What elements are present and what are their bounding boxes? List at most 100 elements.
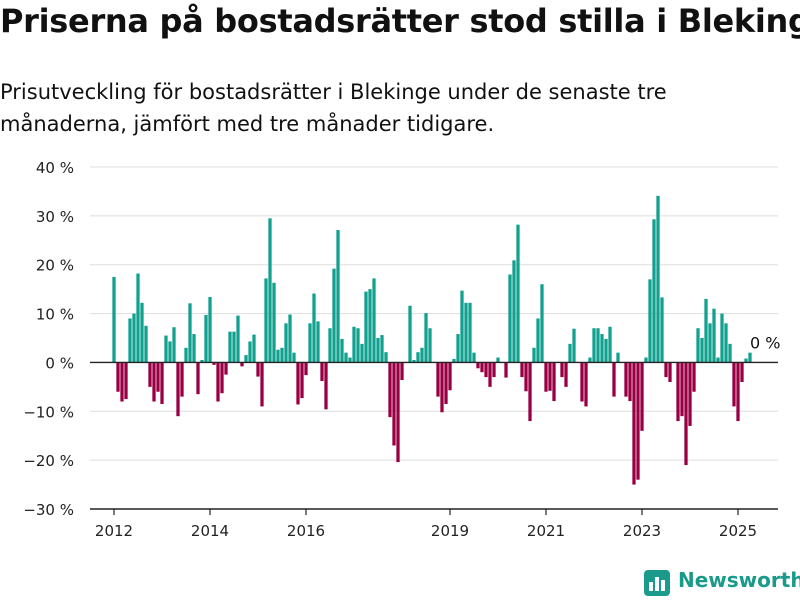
bar [216, 362, 220, 402]
y-axis-ticks: −30 % −20 % −10 % 0 % 10 % 20 % 30 % 40 % [23, 159, 74, 519]
bar [640, 362, 644, 431]
bar [228, 331, 232, 363]
bar [652, 219, 656, 363]
page-title: Priserna på bostadsrätter stod stilla i … [0, 2, 800, 40]
y-tick-label: −10 % [23, 403, 74, 421]
bar [152, 362, 156, 402]
x-tick-label: 2025 [719, 522, 757, 540]
bar [296, 362, 300, 405]
bar [120, 362, 124, 402]
bar [388, 362, 392, 418]
bar [564, 362, 568, 387]
bar [288, 314, 292, 363]
bar [704, 298, 708, 363]
x-axis-ticks: 2012 2014 2016 2019 2021 2023 2025 [95, 509, 757, 540]
bar [664, 362, 668, 378]
bar [384, 352, 388, 363]
bar [484, 362, 488, 378]
bar [364, 291, 368, 363]
bar [396, 362, 400, 463]
bar [260, 362, 264, 407]
bar [552, 362, 556, 402]
gridlines [90, 166, 778, 461]
bar [720, 313, 724, 363]
bar [304, 362, 308, 376]
bar [204, 315, 208, 363]
bar [540, 284, 544, 363]
bar [616, 352, 620, 363]
x-tick-label: 2019 [431, 522, 469, 540]
bar [532, 347, 536, 363]
bar [144, 325, 148, 363]
x-tick-label: 2012 [95, 522, 133, 540]
bar [668, 362, 672, 382]
bar [724, 323, 728, 363]
bar [728, 343, 732, 363]
bar [408, 305, 412, 363]
bar [612, 362, 616, 397]
bar [420, 347, 424, 363]
bar [656, 195, 660, 363]
bar [600, 334, 604, 363]
bar [736, 362, 740, 422]
bar [496, 357, 500, 363]
bar [400, 362, 404, 381]
bar-chart: −30 %−20 %−10 %0 %10 %20 %30 %40 % 2012 2… [23, 159, 780, 540]
bar [372, 278, 376, 363]
bar [336, 230, 340, 363]
bar [320, 362, 324, 381]
bar [200, 359, 204, 363]
bar [596, 328, 600, 363]
bar [180, 362, 184, 397]
bar [212, 362, 216, 365]
bar [140, 302, 144, 363]
bar [748, 352, 752, 363]
bar [680, 362, 684, 417]
bar [340, 338, 344, 363]
bar [476, 362, 480, 369]
bar [284, 323, 288, 363]
x-tick-label: 2021 [527, 522, 565, 540]
bar [176, 362, 180, 417]
bar [268, 218, 272, 363]
bar [412, 359, 416, 363]
bar [368, 289, 372, 363]
bar [712, 308, 716, 363]
bar [520, 362, 524, 378]
bar [644, 357, 648, 363]
bar [624, 362, 628, 397]
bar [348, 357, 352, 363]
bar [168, 341, 172, 363]
bar [632, 362, 636, 485]
bar [224, 362, 228, 375]
bar [696, 328, 700, 363]
bar [172, 327, 176, 363]
bar [188, 303, 192, 363]
y-tick-label: 40 % [36, 159, 74, 177]
bar [356, 328, 360, 363]
bar [240, 362, 244, 367]
bar [328, 328, 332, 363]
bar [280, 347, 284, 363]
bar [512, 260, 516, 363]
bar [468, 302, 472, 363]
bar [688, 362, 692, 426]
bar [380, 335, 384, 363]
bar [708, 323, 712, 363]
bar [548, 362, 552, 391]
bar [292, 352, 296, 363]
bar [164, 335, 168, 363]
bar [516, 224, 520, 363]
bar [444, 362, 448, 404]
bar [440, 362, 444, 413]
bar [344, 352, 348, 363]
bar [324, 362, 328, 410]
bar [584, 362, 588, 407]
bar [232, 331, 236, 363]
bar [716, 357, 720, 363]
y-tick-label: 10 % [36, 306, 74, 324]
bar [128, 318, 132, 363]
bar [684, 362, 688, 466]
bar [148, 362, 152, 387]
bar [236, 315, 240, 363]
